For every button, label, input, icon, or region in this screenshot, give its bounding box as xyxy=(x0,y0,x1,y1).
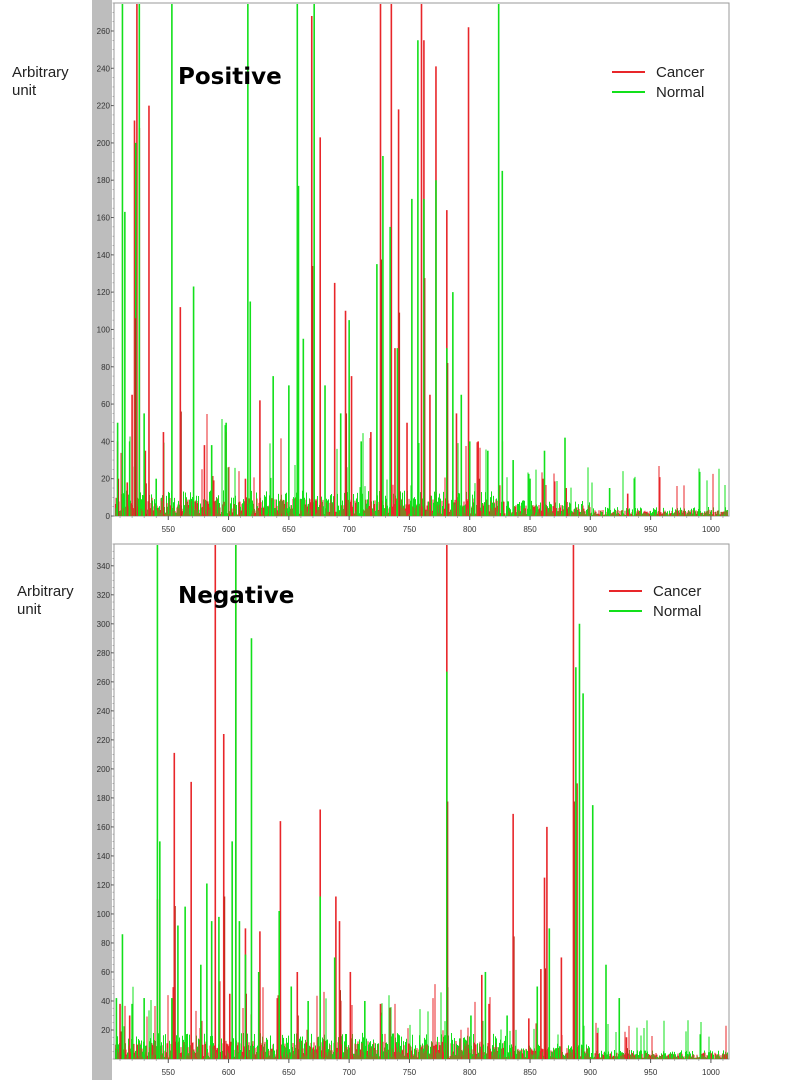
plot-area xyxy=(113,543,730,1060)
y-tick-label: 160 xyxy=(97,214,111,223)
y-tick-label: 100 xyxy=(97,325,111,334)
normal-legend-label: Normal xyxy=(653,603,701,620)
x-tick-label: 800 xyxy=(463,525,477,534)
y-tick-label: 20 xyxy=(101,475,110,484)
normal-series xyxy=(116,4,611,516)
x-tick-label: 1000 xyxy=(702,525,720,534)
x-tick-label: 800 xyxy=(463,1068,477,1077)
cancer-legend-label: Cancer xyxy=(656,64,704,81)
x-tick-label: 650 xyxy=(282,1068,296,1077)
x-tick-label: 950 xyxy=(644,1068,658,1077)
y-tick-label: 120 xyxy=(97,881,111,890)
y-tick-label: 180 xyxy=(97,794,111,803)
x-tick-label: 600 xyxy=(222,1068,236,1077)
negative-panel: 20 40 60 80 100 120 140 160 180 200 220 240 260 280 30… xyxy=(0,540,810,1080)
y-tick-label: 60 xyxy=(101,400,110,409)
y-tick-label: 100 xyxy=(97,910,111,919)
y-tick-label: 180 xyxy=(97,176,111,185)
y-tick-label: 20 xyxy=(101,1026,110,1035)
y-axis-label: Arbitrary unit xyxy=(12,64,69,99)
normal-series xyxy=(115,545,621,1059)
y-axis-label: Arbitrary unit xyxy=(17,583,74,618)
y-tick-label: 260 xyxy=(97,27,111,36)
cancer-series xyxy=(116,4,629,516)
x-tick-label: 550 xyxy=(162,1068,176,1077)
cancer-legend-label: Cancer xyxy=(653,583,701,600)
x-tick-label: 900 xyxy=(584,1068,598,1077)
y-tick-label: 60 xyxy=(101,968,110,977)
y-tick-label: 40 xyxy=(101,437,110,446)
chart-title: Negative xyxy=(178,583,294,609)
left-frame-strip xyxy=(92,540,112,1080)
y-tick-label: 200 xyxy=(97,139,111,148)
y-tick-label: 260 xyxy=(97,678,111,687)
positive-chart: 0 20 40 60 80 100 120 140 160 180 200 220 240 260 550 6… xyxy=(97,2,730,534)
x-tick-label: 900 xyxy=(584,525,598,534)
y-tick-label: 280 xyxy=(97,649,111,658)
x-tick-label: 850 xyxy=(523,1068,537,1077)
y-tick-label: 320 xyxy=(97,591,111,600)
plot-marks xyxy=(115,545,728,1059)
left-frame-strip xyxy=(92,0,112,540)
y-tick-label: 140 xyxy=(97,251,111,260)
y-tick-label: 220 xyxy=(97,736,111,745)
x-tick-label: 850 xyxy=(523,525,537,534)
y-tick-label: 200 xyxy=(97,765,111,774)
x-tick-label: 600 xyxy=(222,525,236,534)
y-tick-label: 240 xyxy=(97,64,111,73)
y-tick-label: 220 xyxy=(97,102,111,111)
y-tick-label: 300 xyxy=(97,620,111,629)
x-tick-label: 950 xyxy=(644,525,658,534)
x-tick-label: 700 xyxy=(342,525,356,534)
y-tick-label: 120 xyxy=(97,288,111,297)
x-tick-label: 650 xyxy=(282,525,296,534)
y-tick-label: 340 xyxy=(97,562,111,571)
y-tick-label: 80 xyxy=(101,939,110,948)
y-tick-label: 40 xyxy=(101,997,110,1006)
y-tick-label: 140 xyxy=(97,852,111,861)
x-tick-label: 750 xyxy=(403,1068,417,1077)
x-tick-label: 700 xyxy=(342,1068,356,1077)
y-tick-label: 160 xyxy=(97,823,111,832)
x-tick-label: 1000 xyxy=(702,1068,720,1077)
normal-legend-label: Normal xyxy=(656,84,704,101)
x-tick-label: 550 xyxy=(162,525,176,534)
x-tick-label: 750 xyxy=(403,525,417,534)
negative-chart: 20 40 60 80 100 120 140 160 180 200 220 240 260 280 30… xyxy=(97,543,730,1077)
chart-title: Positive xyxy=(178,64,282,90)
plot-marks xyxy=(115,4,728,516)
y-tick-label: 240 xyxy=(97,707,111,716)
y-tick-label: 0 xyxy=(106,512,111,521)
positive-panel: 0 20 40 60 80 100 120 140 160 180 200 220 240 260 550 6… xyxy=(12,0,730,540)
y-tick-label: 80 xyxy=(101,363,110,372)
